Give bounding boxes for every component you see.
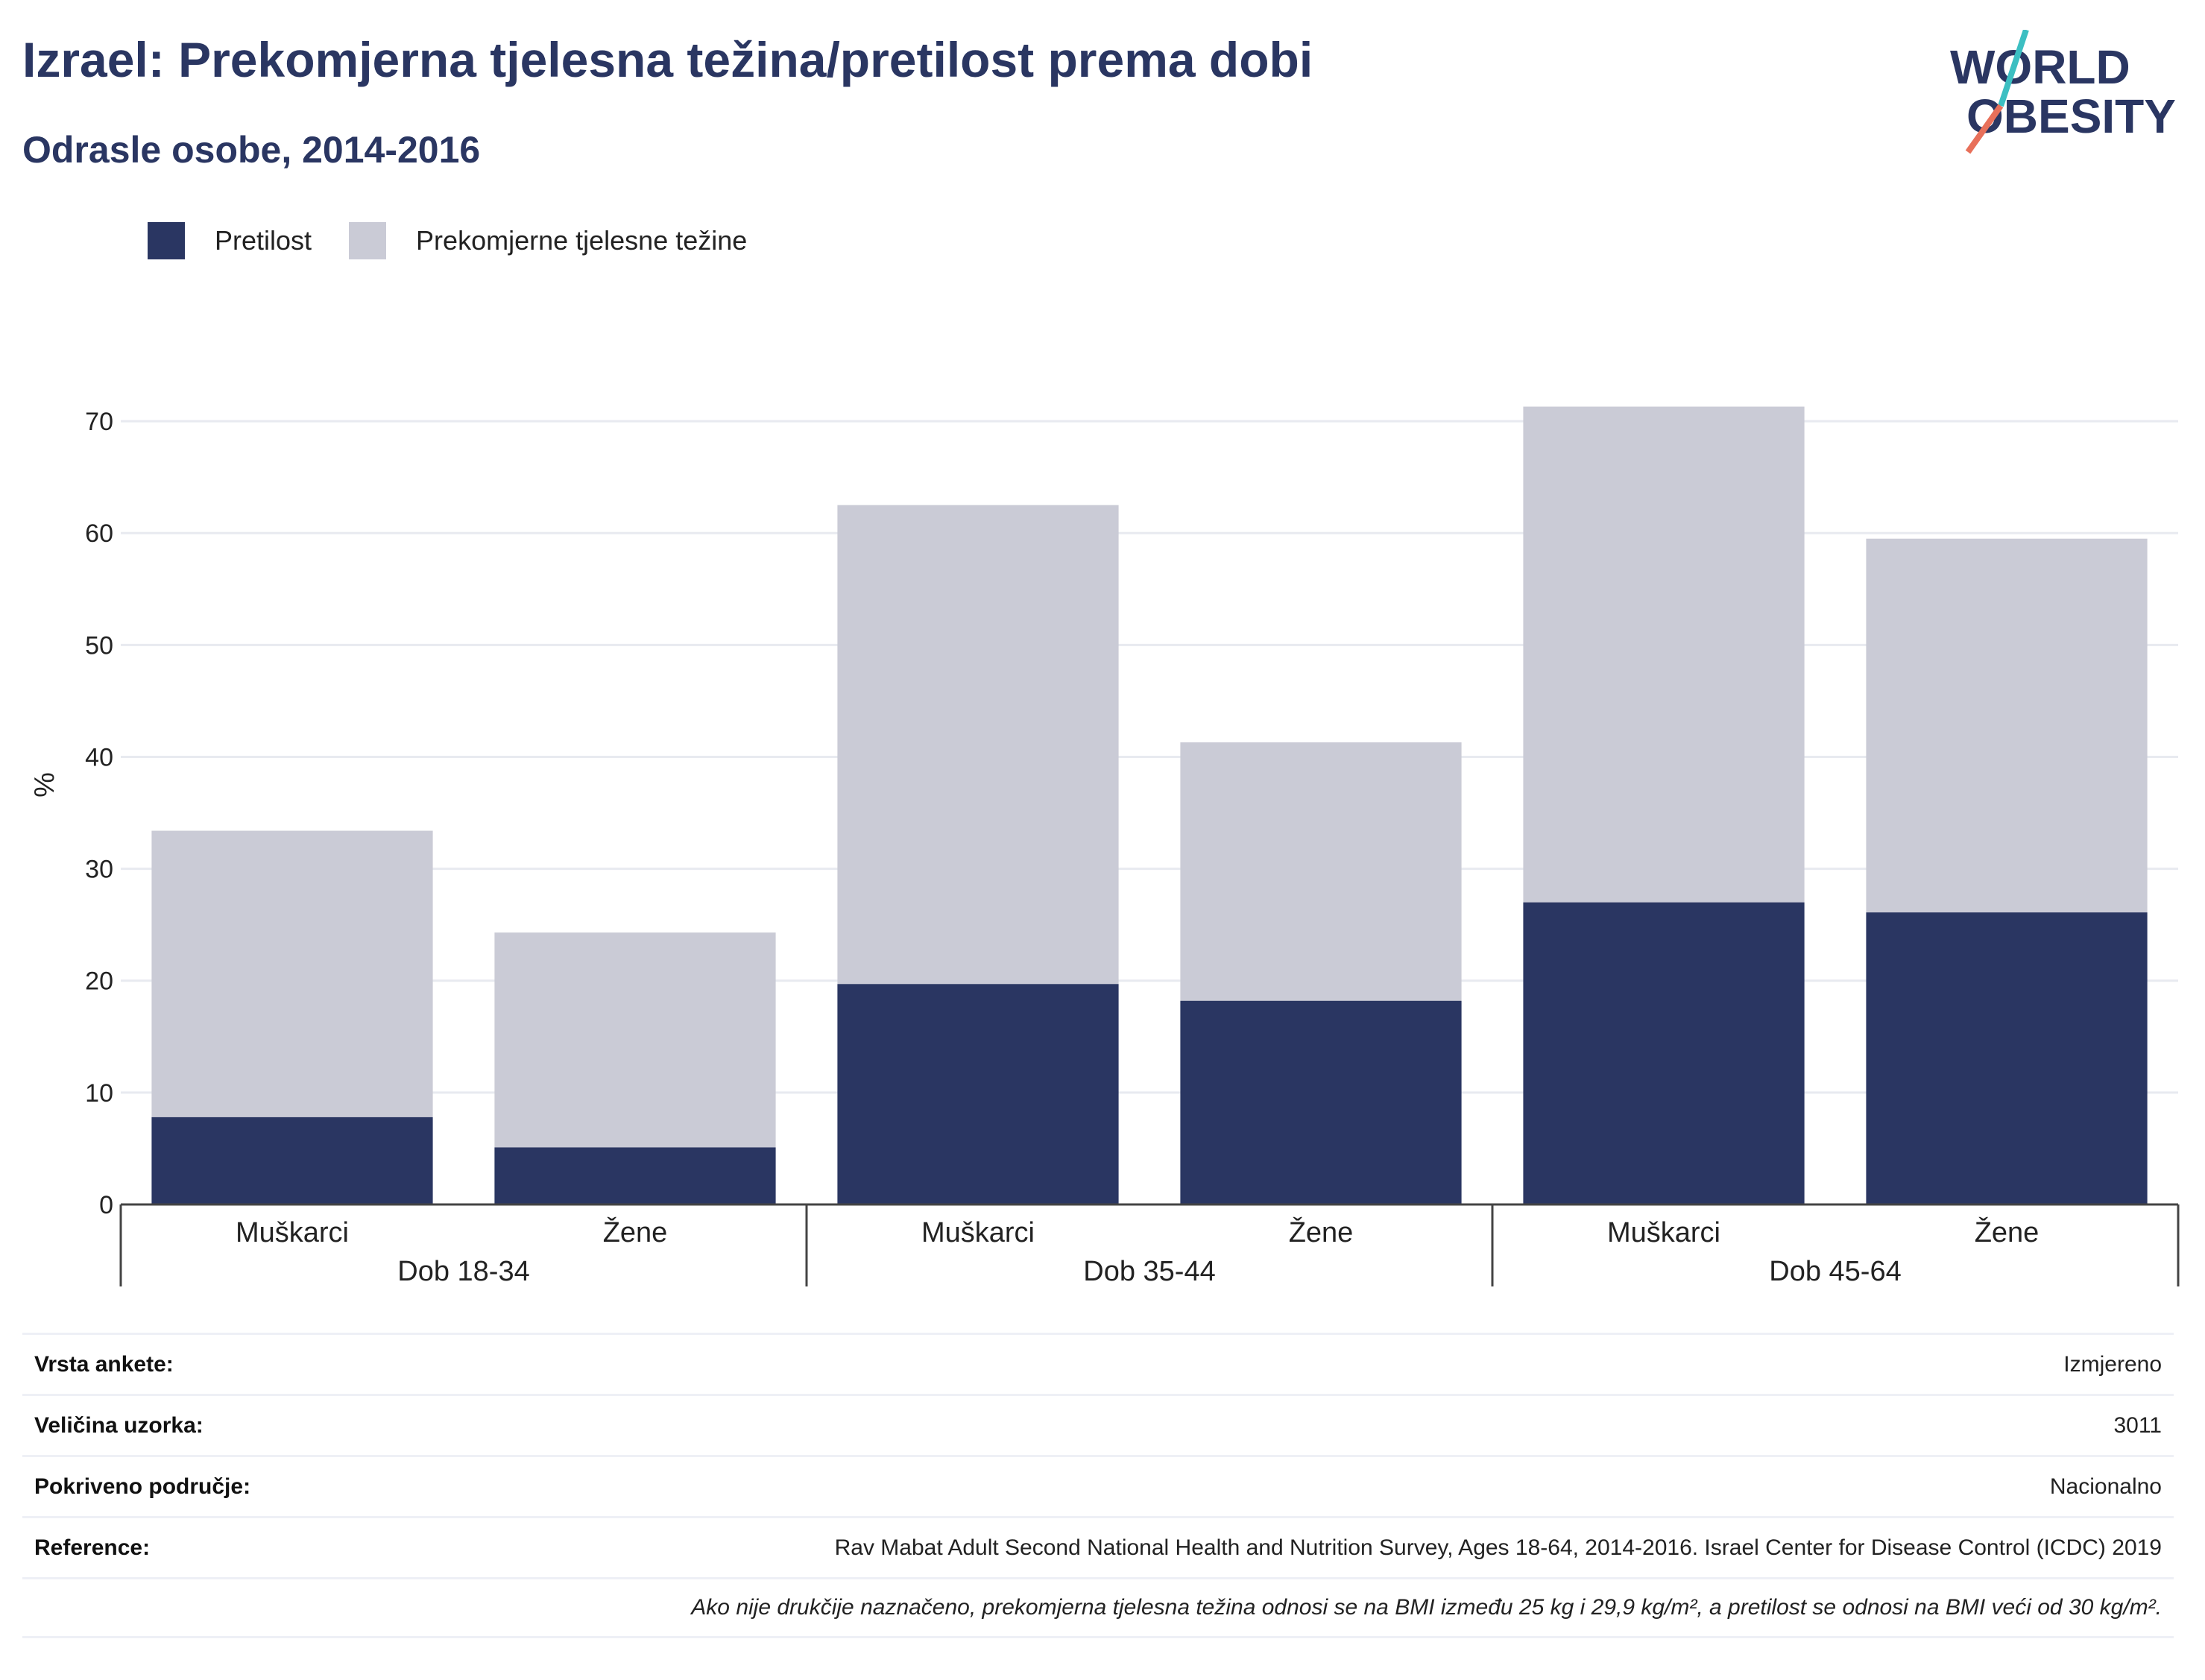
bar-overweight xyxy=(1180,742,1462,1001)
bar-obesity xyxy=(151,1117,433,1204)
x-tick-label: Žene xyxy=(1289,1216,1354,1248)
legend-item-obesity[interactable]: Pretilost xyxy=(148,222,312,259)
logo-slash-coral xyxy=(1965,104,2004,154)
legend-label-obesity: Pretilost xyxy=(215,225,312,256)
world-obesity-logo: WORLD OBESITY xyxy=(1950,30,2176,154)
x-tick-label: Muškarci xyxy=(1607,1217,1720,1248)
metadata-row: Reference: Rav Mabat Adult Second Nation… xyxy=(22,1516,2174,1577)
bar-overweight xyxy=(494,932,776,1148)
metadata-table: Vrsta ankete: Izmjereno Veličina uzorka:… xyxy=(22,1333,2174,1638)
chart-title: Izrael: Prekomjerna tjelesna težina/pret… xyxy=(22,32,1313,87)
y-tick-label: 30 xyxy=(85,856,113,884)
group-label: Dob 18-34 xyxy=(397,1256,529,1287)
legend-label-overweight: Prekomjerne tjelesne težine xyxy=(416,225,748,256)
legend-item-overweight[interactable]: Prekomjerne tjelesne težine xyxy=(349,222,747,259)
metadata-label: Vrsta ankete: xyxy=(34,1351,174,1377)
bar-obesity xyxy=(1523,902,1805,1204)
bar-obesity xyxy=(1866,912,2148,1204)
y-tick-label: 10 xyxy=(85,1079,113,1108)
x-tick-label: Muškarci xyxy=(236,1217,349,1248)
y-tick-label: 70 xyxy=(85,408,113,436)
metadata-value: Rav Mabat Adult Second National Health a… xyxy=(834,1535,2162,1560)
chart-legend: Pretilost Prekomjerne tjelesne težine xyxy=(148,222,784,259)
logo-line2: OBESITY xyxy=(1966,89,2176,143)
bar-overweight xyxy=(1866,538,2148,913)
logo-slash-teal xyxy=(1998,30,2029,107)
legend-swatch-obesity xyxy=(148,222,185,259)
chart-subtitle: Odrasle osobe, 2014-2016 xyxy=(22,129,481,171)
bar-overweight xyxy=(837,505,1119,985)
metadata-value: Nacionalno xyxy=(2049,1474,2162,1499)
bar-obesity xyxy=(494,1147,776,1204)
y-tick-label: 40 xyxy=(85,743,113,771)
metadata-label: Pokriveno područje: xyxy=(34,1474,251,1499)
metadata-value: 3011 xyxy=(2113,1412,2162,1438)
y-tick-label: 0 xyxy=(99,1191,113,1219)
legend-swatch-overweight xyxy=(349,222,387,259)
bar-overweight xyxy=(1523,406,1805,903)
bar-chart: 0 10 20 30 40 50 60 70% Muškarci Žene Muškarci Žene… xyxy=(29,406,2180,1287)
metadata-row: Vrsta ankete: Izmjereno xyxy=(22,1333,2174,1394)
footnote: Ako nije drukčije naznačeno, prekomjerna… xyxy=(22,1577,2174,1638)
y-tick-label: 60 xyxy=(85,520,113,548)
metadata-value: Izmjereno xyxy=(2063,1351,2162,1377)
y-tick-label: 20 xyxy=(85,967,113,996)
y-tick-label: 50 xyxy=(85,631,113,660)
logo-line1: WORLD xyxy=(1950,40,2130,94)
x-tick-label: Muškarci xyxy=(921,1217,1035,1248)
x-tick-label: Žene xyxy=(603,1216,668,1248)
group-label: Dob 35-44 xyxy=(1083,1256,1215,1287)
bar-obesity xyxy=(837,984,1119,1204)
metadata-label: Reference: xyxy=(34,1535,151,1560)
y-axis-title: % xyxy=(29,772,60,798)
metadata-label: Veličina uzorka: xyxy=(34,1412,204,1438)
metadata-row: Veličina uzorka: 3011 xyxy=(22,1394,2174,1455)
x-tick-label: Žene xyxy=(1975,1216,2040,1248)
bar-overweight xyxy=(151,830,433,1117)
group-label: Dob 45-64 xyxy=(1769,1256,1901,1287)
bar-obesity xyxy=(1180,1000,1462,1204)
metadata-row: Pokriveno područje: Nacionalno xyxy=(22,1455,2174,1516)
